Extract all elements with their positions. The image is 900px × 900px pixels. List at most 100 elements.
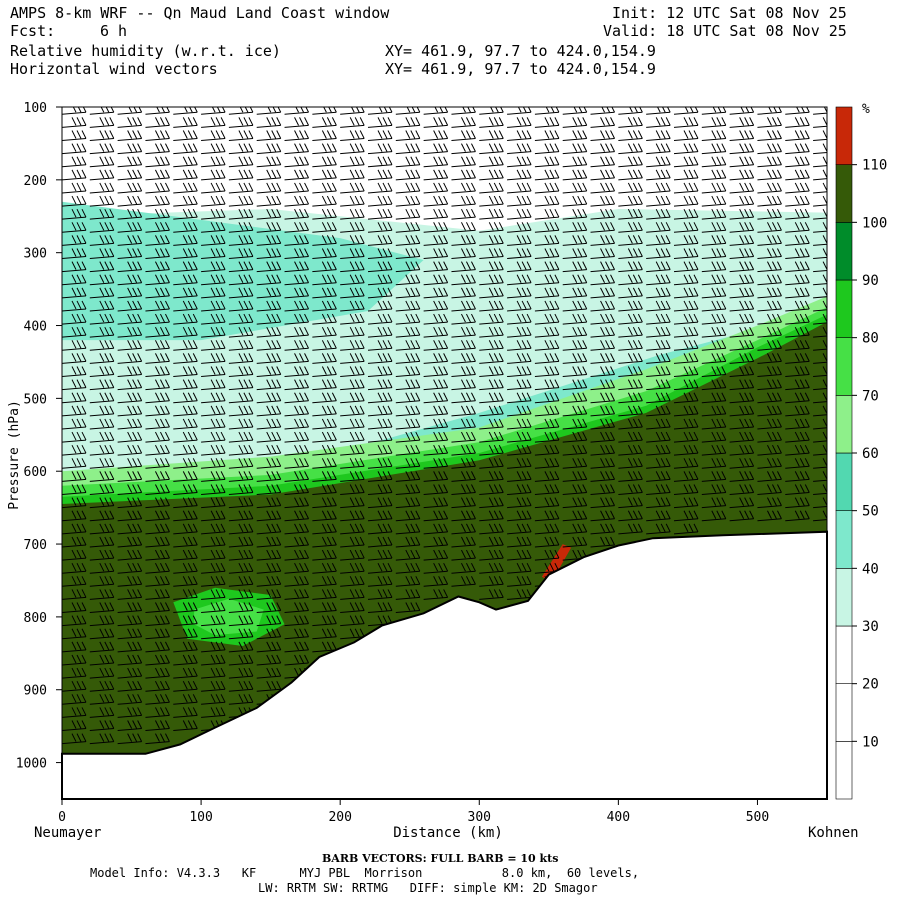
wind-barb bbox=[228, 392, 254, 404]
wind-barb bbox=[145, 707, 170, 718]
wind-barb bbox=[145, 654, 170, 666]
wind-barb bbox=[201, 130, 226, 142]
wind-barb bbox=[646, 326, 671, 338]
wind-barb bbox=[284, 261, 309, 273]
wind-barb bbox=[145, 379, 170, 391]
wind-barb bbox=[534, 195, 560, 207]
wind-barb bbox=[62, 562, 87, 574]
wind-barb bbox=[201, 117, 226, 128]
wind-barb bbox=[312, 484, 337, 496]
wind-barb bbox=[228, 130, 254, 142]
wind-barb bbox=[117, 641, 143, 653]
wind-barb bbox=[89, 182, 115, 194]
wind-barb bbox=[284, 313, 309, 325]
wind-barb bbox=[117, 733, 143, 745]
wind-barb bbox=[117, 313, 143, 325]
wind-barb bbox=[228, 471, 254, 482]
wind-barb bbox=[89, 523, 115, 535]
wind-barb bbox=[757, 326, 782, 338]
wind-barb bbox=[618, 182, 643, 194]
wind-barb bbox=[673, 418, 699, 430]
colorbar-swatch bbox=[835, 279, 853, 338]
wind-barb bbox=[534, 366, 560, 378]
wind-barb bbox=[340, 602, 365, 614]
wind-barb bbox=[89, 169, 115, 181]
wind-barb bbox=[173, 471, 198, 482]
colorbar-swatch bbox=[835, 510, 853, 569]
wind-barb bbox=[256, 340, 282, 351]
wind-barb bbox=[89, 733, 115, 745]
wind-barb bbox=[618, 156, 643, 168]
wind-barb bbox=[117, 471, 143, 482]
wind-barb bbox=[618, 523, 643, 535]
wind-barb bbox=[673, 510, 699, 522]
wind-barb bbox=[340, 248, 365, 260]
wind-barb bbox=[618, 195, 643, 207]
wind-barb bbox=[89, 667, 115, 679]
wind-barb bbox=[423, 235, 449, 246]
wind-barb bbox=[340, 418, 365, 430]
wind-barb bbox=[785, 248, 810, 260]
wind-barb bbox=[340, 107, 365, 115]
wind-barb bbox=[423, 549, 449, 561]
wind-barb bbox=[813, 405, 827, 417]
wind-barb bbox=[117, 562, 143, 574]
wind-barb bbox=[534, 379, 560, 391]
wind-barb bbox=[89, 615, 115, 627]
terrain-surface bbox=[61, 530, 828, 800]
wind-barb bbox=[534, 222, 560, 233]
wind-barb bbox=[256, 156, 282, 168]
wind-barb bbox=[256, 130, 282, 142]
wind-barb bbox=[284, 274, 309, 286]
wind-barb bbox=[534, 444, 560, 456]
wind-barb bbox=[562, 287, 588, 299]
wind-barb bbox=[340, 392, 365, 404]
wind-barb bbox=[395, 261, 421, 273]
wind-barb bbox=[62, 392, 87, 404]
wind-barb bbox=[284, 418, 309, 430]
wind-barb bbox=[117, 274, 143, 286]
wind-barb bbox=[284, 130, 309, 142]
wind-barb bbox=[173, 274, 198, 286]
wind-barb bbox=[813, 107, 827, 115]
wind-barb bbox=[813, 156, 827, 168]
wind-barb bbox=[228, 300, 254, 312]
wind-barb bbox=[646, 107, 671, 115]
wind-barb bbox=[534, 248, 560, 260]
wind-barb bbox=[201, 261, 226, 273]
wind-barb bbox=[785, 222, 810, 233]
wind-barb bbox=[256, 208, 282, 220]
wind-barb bbox=[451, 195, 476, 207]
wind-barb bbox=[340, 274, 365, 286]
wind-barb bbox=[201, 300, 226, 312]
pressure-axis: 100 200 300 400 500 600 700 800 900 1000 bbox=[16, 101, 62, 772]
wind-barb bbox=[201, 107, 226, 115]
wind-barb bbox=[228, 615, 254, 627]
wind-barb bbox=[62, 549, 87, 561]
left-endpoint: Neumayer bbox=[34, 825, 101, 841]
wind-barb bbox=[451, 523, 476, 535]
wind-barb bbox=[395, 562, 421, 574]
wind-barb bbox=[340, 130, 365, 142]
colorbar-swatch bbox=[835, 106, 853, 165]
wind-barb bbox=[590, 143, 615, 155]
fcst-value: 6 h bbox=[100, 22, 128, 40]
wind-barb bbox=[451, 366, 476, 378]
wind-barb bbox=[145, 471, 170, 482]
wind-barb bbox=[451, 562, 476, 574]
wind-barb bbox=[340, 562, 365, 574]
wind-barb bbox=[729, 274, 755, 286]
wind-barb bbox=[145, 130, 170, 142]
wind-barb bbox=[117, 326, 143, 338]
wind-barb bbox=[479, 405, 504, 417]
wind-barb bbox=[395, 549, 421, 561]
wind-barb bbox=[145, 392, 170, 404]
wind-barb bbox=[89, 576, 115, 587]
wind-barb bbox=[89, 156, 115, 168]
wind-barb bbox=[423, 130, 449, 142]
wind-barb bbox=[507, 458, 532, 469]
wind-barb bbox=[618, 431, 643, 443]
wind-barb bbox=[340, 235, 365, 246]
wind-barb bbox=[813, 300, 827, 312]
wind-barb bbox=[173, 720, 198, 732]
